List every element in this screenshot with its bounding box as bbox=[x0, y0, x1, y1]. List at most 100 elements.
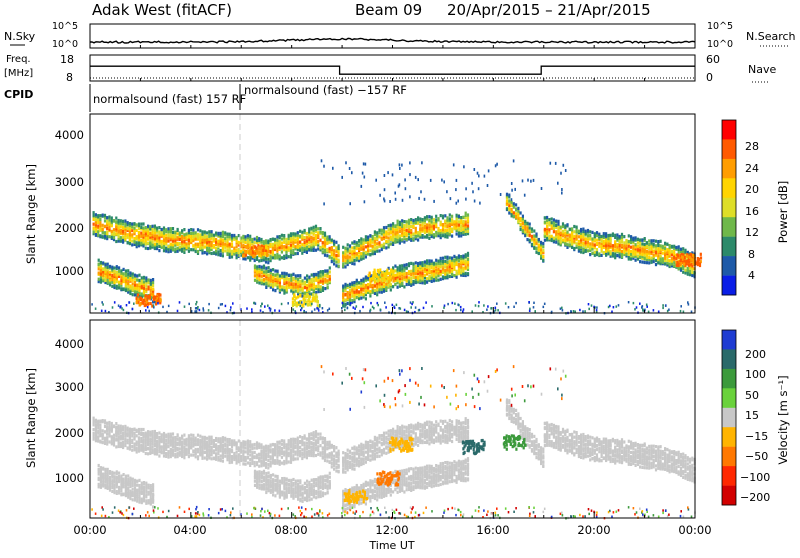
power-cell bbox=[589, 245, 591, 248]
velocity-cell bbox=[186, 452, 188, 455]
power-cell bbox=[506, 200, 508, 203]
power-cell bbox=[408, 281, 410, 284]
power-speckle bbox=[102, 303, 104, 305]
power-noise bbox=[563, 164, 565, 167]
power-cell bbox=[338, 251, 340, 254]
power-cell bbox=[320, 280, 322, 283]
power-hotspot-cell bbox=[698, 258, 700, 261]
power-cell bbox=[152, 228, 154, 231]
power-speckle bbox=[579, 309, 581, 311]
power-y-ticks: 4000 3000 2000 1000 bbox=[55, 128, 84, 278]
power-cell bbox=[113, 219, 115, 222]
velocity-cell bbox=[136, 447, 138, 450]
velocity-cell bbox=[111, 435, 113, 438]
power-cell bbox=[197, 228, 199, 231]
power-cell bbox=[560, 236, 562, 239]
power-cell bbox=[351, 257, 353, 260]
power-cell bbox=[331, 257, 333, 260]
power-cell bbox=[133, 230, 135, 233]
power-speckle bbox=[665, 305, 667, 307]
power-cell bbox=[326, 236, 328, 239]
power-cell bbox=[385, 230, 387, 233]
power-hotspot-cell bbox=[687, 260, 689, 263]
power-cell bbox=[292, 232, 294, 235]
power-cell bbox=[265, 286, 267, 289]
power-cell bbox=[315, 249, 317, 252]
power-cell bbox=[399, 265, 401, 268]
power-cell bbox=[669, 244, 671, 247]
power-cell bbox=[98, 278, 100, 281]
power-cell bbox=[351, 241, 353, 244]
power-cell bbox=[267, 258, 269, 261]
power-cell bbox=[353, 281, 355, 284]
power-cell bbox=[161, 243, 163, 246]
power-cell bbox=[208, 244, 210, 247]
power-cell bbox=[324, 232, 326, 235]
power-cell bbox=[188, 250, 190, 253]
power-noise bbox=[415, 176, 417, 179]
power-cell bbox=[446, 232, 448, 235]
velocity-cell bbox=[179, 437, 181, 440]
power-cell bbox=[535, 247, 537, 250]
power-cell bbox=[161, 240, 163, 243]
power-cell bbox=[304, 236, 306, 239]
power-cell bbox=[433, 279, 435, 282]
power-cell bbox=[324, 278, 326, 281]
power-cell bbox=[320, 274, 322, 277]
power-hotspot-cell bbox=[139, 297, 141, 300]
power-cell bbox=[265, 239, 267, 242]
power-speckle bbox=[162, 306, 164, 308]
power-noise bbox=[484, 175, 486, 178]
power-cell bbox=[256, 236, 258, 239]
power-ytick-1000: 1000 bbox=[55, 264, 84, 278]
power-hotspot-cell bbox=[245, 253, 247, 256]
power-cell bbox=[383, 290, 385, 293]
power-cell bbox=[635, 243, 637, 246]
power-cell bbox=[98, 259, 100, 262]
power-hotspot-cell bbox=[154, 296, 156, 299]
power-cell bbox=[224, 243, 226, 246]
power-cell bbox=[195, 246, 197, 249]
power-cell bbox=[412, 266, 414, 269]
power-cell bbox=[347, 284, 349, 287]
power-speckle bbox=[463, 308, 465, 310]
power-speckle bbox=[232, 302, 234, 304]
velocity-cell bbox=[165, 434, 167, 437]
power-cell bbox=[308, 230, 310, 233]
power-cell bbox=[551, 221, 553, 224]
power-cell bbox=[222, 231, 224, 234]
power-cell bbox=[440, 234, 442, 237]
power-cell bbox=[589, 242, 591, 245]
cpid-segment-2: normalsound (fast) −157 RF bbox=[244, 83, 407, 97]
power-cell bbox=[465, 272, 467, 275]
power-cell bbox=[292, 249, 294, 252]
power-cell bbox=[304, 241, 306, 244]
velocity-cell bbox=[140, 437, 142, 440]
power-speckle bbox=[513, 306, 515, 308]
power-cell bbox=[591, 242, 593, 245]
power-cell bbox=[605, 250, 607, 253]
power-cell bbox=[138, 235, 140, 238]
velocity-cell bbox=[177, 442, 179, 445]
power-cell bbox=[632, 250, 634, 253]
power-cell bbox=[102, 224, 104, 227]
power-cell bbox=[149, 241, 151, 244]
power-speckle bbox=[344, 305, 346, 307]
power-hotspot-cell bbox=[149, 296, 151, 299]
power-cell bbox=[467, 252, 469, 255]
power-cell bbox=[637, 238, 639, 241]
power-cell bbox=[331, 239, 333, 242]
power-cell bbox=[276, 250, 278, 253]
power-noise bbox=[474, 168, 476, 171]
power-speckle bbox=[370, 309, 372, 311]
power-speckle bbox=[114, 301, 116, 303]
power-speckle bbox=[101, 310, 103, 312]
power-cell bbox=[367, 283, 369, 286]
power-noise bbox=[424, 198, 426, 201]
velocity-cell bbox=[133, 442, 135, 445]
cpid-label: CPID bbox=[4, 88, 33, 101]
power-cell bbox=[183, 240, 185, 243]
power-cell bbox=[648, 261, 650, 264]
power-cell bbox=[369, 239, 371, 242]
power-cell bbox=[646, 261, 648, 264]
